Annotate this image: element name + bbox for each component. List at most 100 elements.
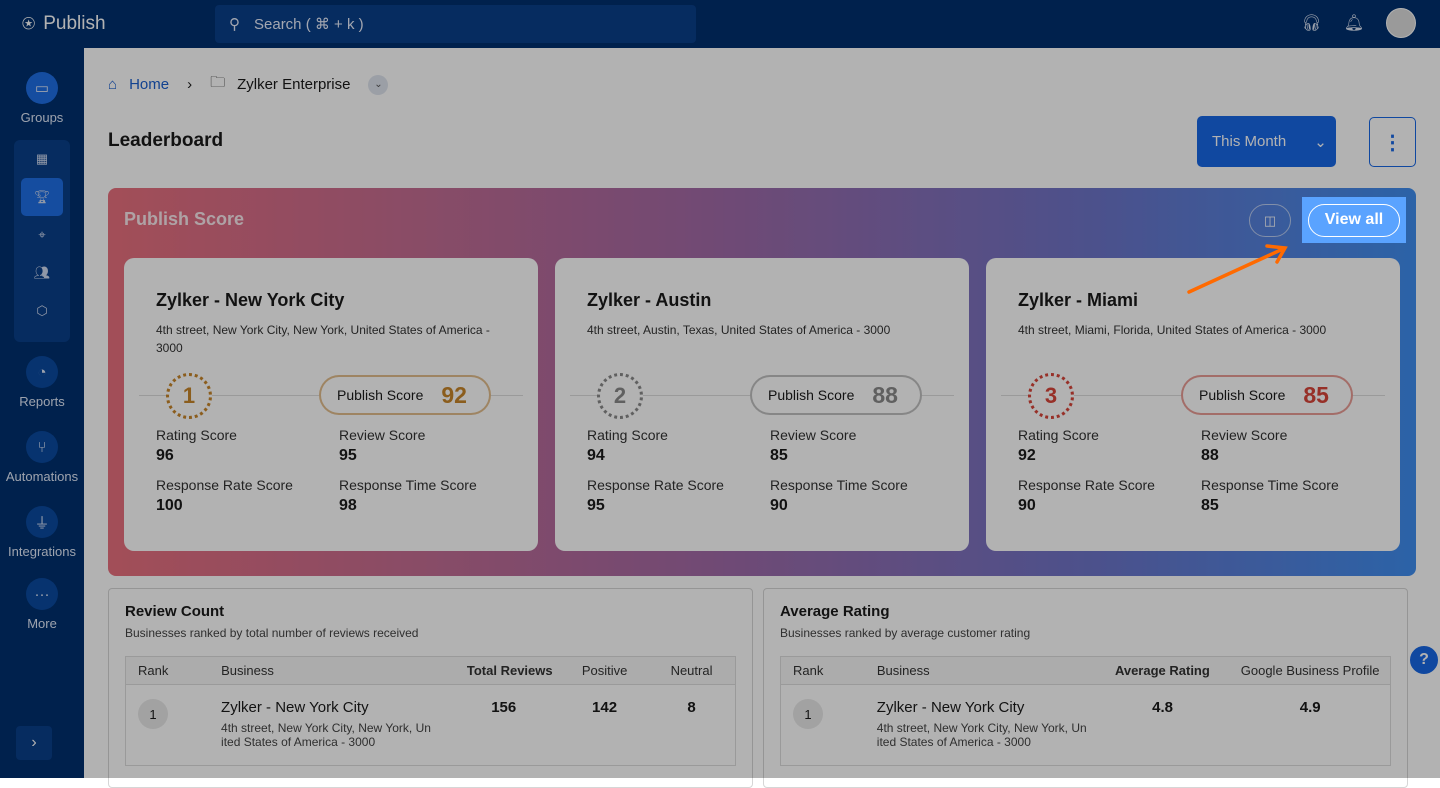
- help-button[interactable]: ?: [1408, 644, 1440, 676]
- app-name: Publish: [43, 13, 106, 34]
- users-icon[interactable]: 👥︎: [33, 265, 51, 280]
- panel-subtitle: Businesses ranked by total number of rev…: [125, 626, 419, 640]
- sidebar-label: Integrations: [8, 544, 76, 559]
- panel-title: Average Rating: [780, 603, 890, 620]
- score-label: Publish Score: [337, 387, 424, 403]
- sidebar-item-groups[interactable]: ▭ Groups: [0, 72, 84, 125]
- metric-value: 90: [770, 497, 788, 514]
- column-header[interactable]: Total Reviews: [466, 663, 553, 678]
- sidebar: ▭ Groups ▦ 🏆︎ ⌖ 👥︎ ⬡ ◔ Reports ⑂ Automation…: [0, 48, 84, 778]
- expand-sidebar-button[interactable]: ›: [16, 726, 52, 760]
- chevron-right-icon: ›: [31, 734, 37, 751]
- metric-label: Response Rate Score: [587, 477, 724, 493]
- app-logo[interactable]: ⍟ Publish: [22, 11, 214, 37]
- score-value: 92: [441, 381, 467, 408]
- location-address: 4th street, Miami, Florida, United State…: [1018, 323, 1327, 337]
- folder-icon: 🗀︎: [210, 74, 226, 91]
- metric-label: Rating Score: [587, 427, 668, 443]
- rank-number: 3: [1044, 383, 1058, 408]
- rank-number: 2: [613, 383, 627, 408]
- publish-score-pill: Publish Score 85: [1181, 375, 1353, 415]
- metric-label: Review Score: [1201, 427, 1288, 443]
- view-all-button[interactable]: View all: [1308, 203, 1400, 237]
- rank-laurel-icon: 2: [597, 373, 643, 419]
- period-value: This Month: [1212, 133, 1287, 150]
- metric-value: 98: [339, 497, 357, 514]
- more-icon: ···: [26, 578, 58, 610]
- column-header: Rank: [793, 663, 824, 678]
- hexagon-icon[interactable]: ⬡: [36, 303, 48, 318]
- sidebar-item-more[interactable]: ··· More: [0, 578, 84, 631]
- metric-label: Rating Score: [156, 427, 237, 443]
- metric-value: 88: [1201, 447, 1219, 464]
- sidebar-label: Automations: [5, 469, 79, 484]
- table-row[interactable]: 1 Zylker - New York City 4th street, New Y…: [126, 685, 735, 765]
- column-header[interactable]: Positive: [581, 663, 628, 678]
- home-icon[interactable]: ⌂: [108, 76, 118, 93]
- search-icon: ⚲: [229, 16, 240, 33]
- bell-icon[interactable]: 🔔︎: [1343, 15, 1364, 32]
- publish-score-banner: Publish Score ◫ Zylker - New York City 4…: [108, 188, 1416, 576]
- metric-label: Rating Score: [1018, 427, 1099, 443]
- metric-label: Response Time Score: [1201, 477, 1339, 493]
- chevron-down-icon[interactable]: ⌄: [368, 74, 389, 95]
- business-name: Zylker - New York City: [876, 699, 1025, 716]
- metric-label: Review Score: [770, 427, 857, 443]
- location-address: 4th street, Austin, Texas, United States…: [587, 323, 891, 337]
- metric-value: 90: [1018, 497, 1036, 514]
- pointer-arrow-icon: [1187, 244, 1288, 294]
- location-name: Zylker - Miami: [1018, 290, 1139, 310]
- average-rating: 4.8: [1152, 699, 1174, 716]
- review-count-table: Rank Business Total Reviews Positive Neutral…: [125, 656, 736, 766]
- average-rating-table: Rank Business Average Rating Google Busines…: [780, 656, 1391, 766]
- folder-location-icon: ▭: [26, 72, 58, 104]
- sidebar-item-integrations[interactable]: ⏚ Integrations: [0, 506, 84, 559]
- metric-value: 95: [587, 497, 605, 514]
- section-title: Publish Score: [124, 209, 245, 229]
- chevron-down-icon: ⌄: [1314, 133, 1327, 151]
- table-row[interactable]: 1 Zylker - New York City 4th street, New Y…: [781, 685, 1390, 765]
- pie-chart-icon: ◔: [26, 356, 58, 388]
- publish-score-pill: Publish Score 92: [319, 375, 491, 415]
- search-input[interactable]: ⚲ Search ( ⌘ + k ): [215, 5, 696, 43]
- sidebar-label: Groups: [20, 110, 64, 125]
- location-score-card[interactable]: Zylker - Austin 4th street, Austin, Texa…: [555, 258, 969, 551]
- metric-value: 100: [156, 497, 183, 514]
- more-options-button[interactable]: ⋮: [1369, 117, 1416, 167]
- business-name: Zylker - New York City: [221, 699, 369, 716]
- avatar[interactable]: [1386, 8, 1416, 38]
- compare-button[interactable]: ◫: [1249, 204, 1291, 237]
- metric-label: Response Rate Score: [156, 477, 293, 493]
- period-select[interactable]: This Month ⌄: [1197, 116, 1336, 167]
- neutral-reviews: 8: [687, 699, 696, 716]
- metric-value: 94: [587, 447, 605, 464]
- column-header[interactable]: Average Rating: [1114, 663, 1210, 678]
- score-label: Publish Score: [768, 387, 855, 403]
- rank-number: 1: [182, 383, 196, 408]
- column-header[interactable]: Neutral: [670, 663, 713, 678]
- sidebar-label: More: [27, 616, 57, 631]
- search-placeholder: Search ( ⌘ + k ): [254, 16, 364, 33]
- location-name: Zylker - New York City: [156, 290, 345, 310]
- sidebar-item-reports[interactable]: ◔ Reports: [0, 356, 84, 409]
- dashboard-icon[interactable]: ▦: [35, 151, 49, 166]
- highlight-box: View all: [1302, 197, 1406, 243]
- metric-value: 92: [1018, 447, 1036, 464]
- breadcrumb-home[interactable]: Home: [129, 76, 170, 93]
- trophy-icon[interactable]: 🏆︎: [21, 178, 63, 216]
- location-score-card[interactable]: Zylker - Miami 4th street, Miami, Florid…: [986, 258, 1400, 551]
- business-address: 4th street, New York City, New York, Un …: [876, 721, 1087, 749]
- location-icon[interactable]: ⌖: [38, 227, 46, 242]
- workflow-icon: ⑂: [26, 431, 58, 463]
- publish-logo-icon: ⍟: [22, 11, 36, 36]
- location-score-card[interactable]: Zylker - New York City 4th street, New Y…: [124, 258, 538, 551]
- groups-subnav: ▦ 🏆︎ ⌖ 👥︎ ⬡: [14, 140, 70, 342]
- page-title: Leaderboard: [108, 130, 224, 151]
- chevron-right-icon: ›: [187, 76, 193, 93]
- breadcrumb: ⌂ Home › 🗀︎ Zylker Enterprise ⌄: [108, 72, 389, 97]
- headset-icon[interactable]: 🎧︎: [1301, 15, 1322, 32]
- metric-label: Review Score: [339, 427, 426, 443]
- column-header[interactable]: Google Business Profile: [1240, 663, 1380, 678]
- sidebar-item-automations[interactable]: ⑂ Automations: [0, 431, 84, 484]
